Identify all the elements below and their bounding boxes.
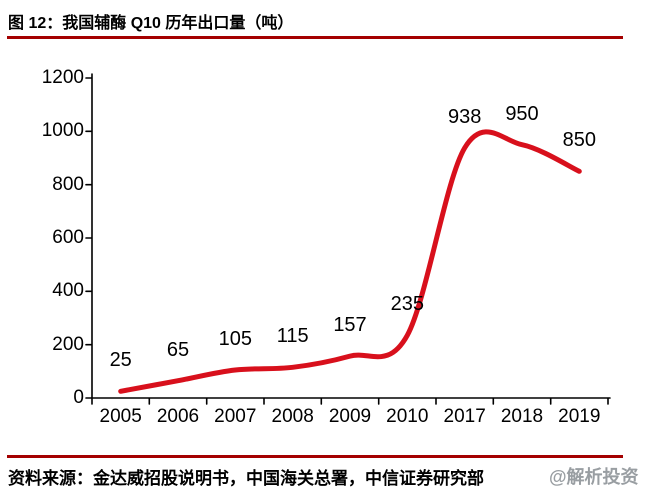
- x-tick-label: 2009: [328, 406, 372, 427]
- data-label: 25: [109, 349, 132, 372]
- y-tick-label: 400: [52, 280, 84, 302]
- source-note: 资料来源：金达威招股说明书，中国海关总署，中信证券研究部: [8, 469, 484, 488]
- x-tick-label: 2018: [500, 406, 544, 427]
- axes: [85, 73, 611, 405]
- x-tick-label: 2019: [558, 406, 601, 427]
- data-label: 105: [218, 328, 252, 350]
- x-tick-label: 2006: [156, 406, 200, 427]
- y-tick-label: 800: [52, 173, 84, 195]
- watermark: @解析投资: [549, 467, 639, 487]
- source-rule: [7, 455, 623, 458]
- export-volume-line: [118, 129, 582, 394]
- data-label: 938: [448, 105, 482, 128]
- x-tick-label: 2008: [271, 406, 314, 427]
- x-tick-label: 2017: [443, 406, 486, 427]
- x-tick-label: 2010: [386, 406, 429, 427]
- y-tick-label: 600: [52, 227, 84, 248]
- y-tick-label: 200: [52, 333, 84, 355]
- x-tick-label: 2007: [214, 406, 257, 427]
- data-label: 950: [505, 102, 539, 125]
- data-label: 157: [333, 314, 367, 337]
- figure-title: 图 12：我国辅酶 Q10 历年出口量（吨）: [8, 15, 294, 32]
- data-label: 850: [562, 129, 596, 152]
- x-tick-label: 2005: [99, 406, 142, 427]
- y-tick-label: 1000: [41, 120, 84, 142]
- y-tick-label: 0: [73, 387, 84, 408]
- data-label: 65: [166, 338, 190, 361]
- title-rule: [7, 36, 623, 39]
- data-label: 235: [390, 293, 424, 316]
- y-tick-label: 1200: [41, 67, 84, 88]
- data-label: 115: [276, 325, 309, 348]
